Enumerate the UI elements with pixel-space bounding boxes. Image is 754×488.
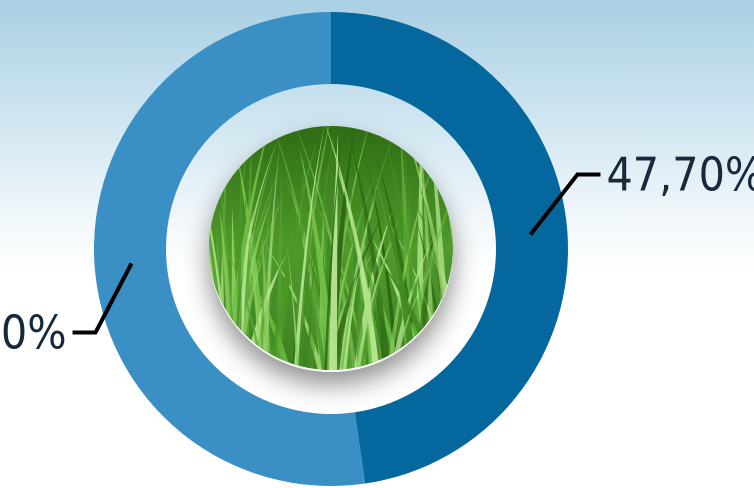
slice-label-1: 47,70% [606,148,754,202]
leader-line-2 [72,262,134,335]
leader-line-1 [528,172,601,236]
donut-slice-1 [331,12,568,484]
slice-labels: 47,70% 52,30% [0,148,754,360]
donut-slice-2 [93,12,366,487]
donut-slices [93,12,568,487]
slice-label-2: 52,30% [0,305,67,359]
